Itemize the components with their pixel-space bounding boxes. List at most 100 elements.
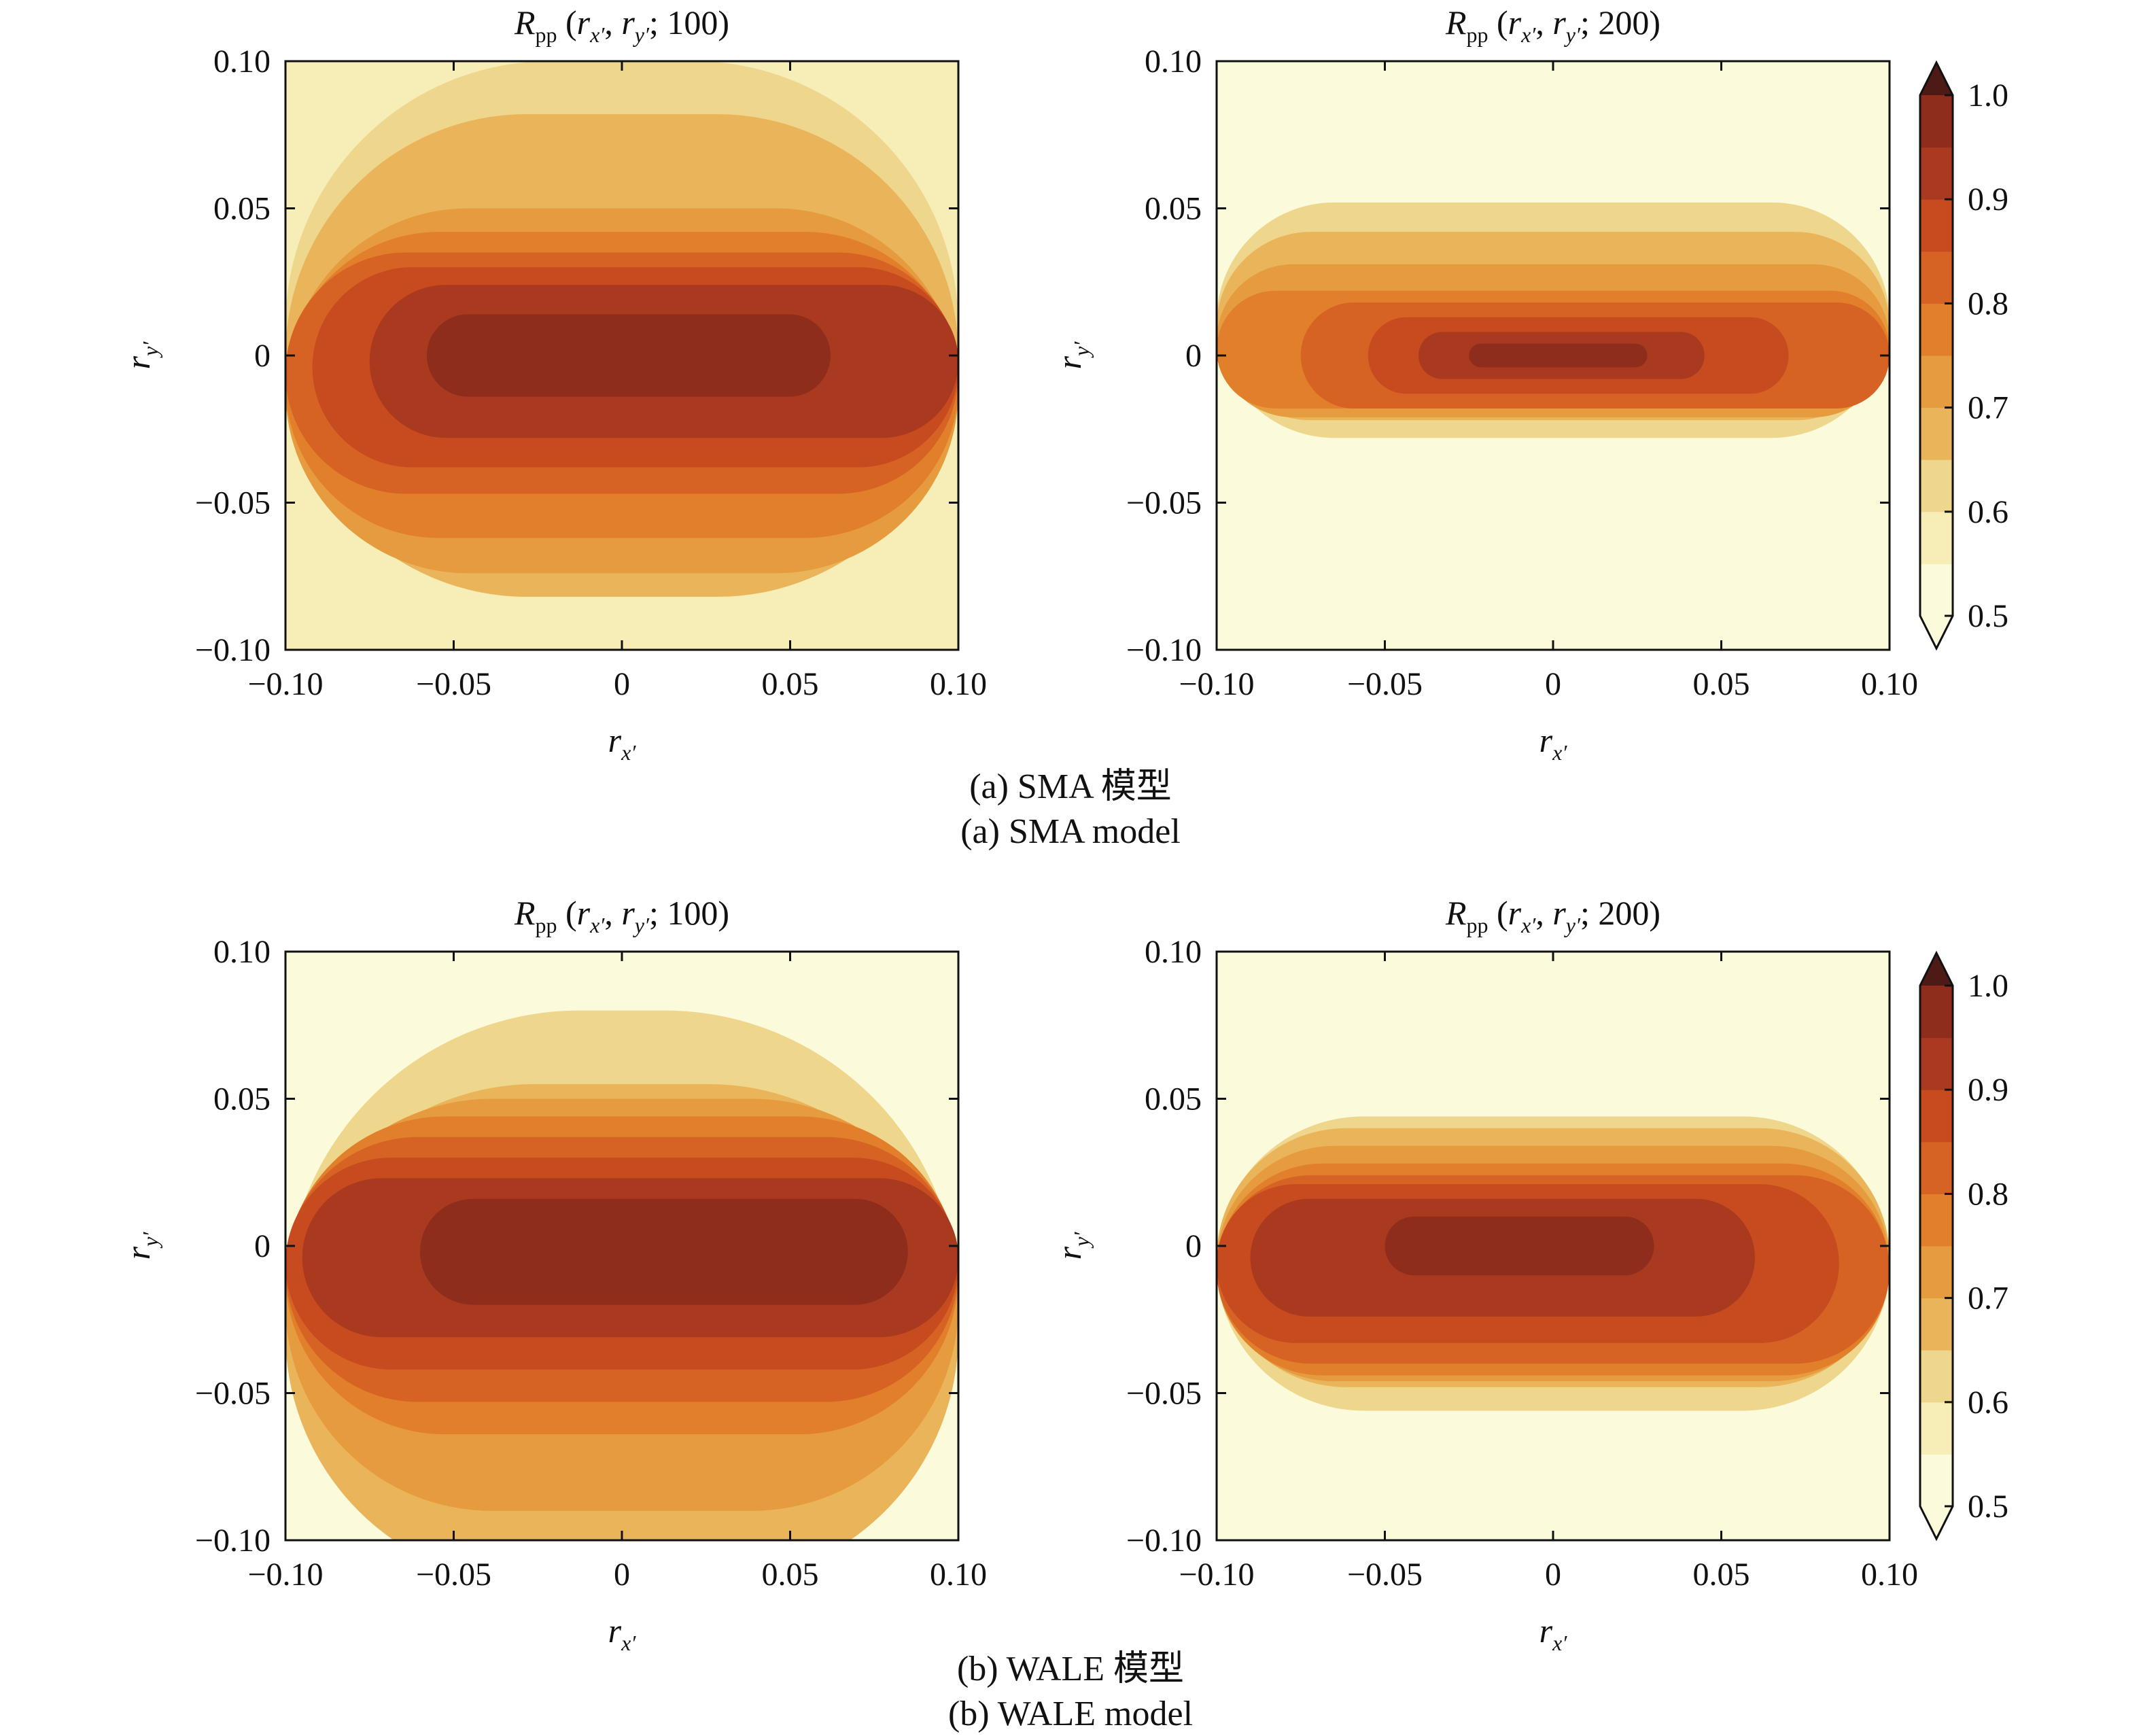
colorbar-segment (1920, 199, 1953, 252)
colorbar-extend-min (1920, 616, 1953, 648)
colorbar-tick-label: 0.5 (1968, 1489, 2008, 1525)
y-tick-label: 0 (1185, 1228, 1202, 1264)
caption-a-chinese: (a) SMA 模型 (969, 767, 1172, 806)
panel-wale-100: −0.10 −0.05 0 0.05 0.10 −0.10 −0.05 0 0.05 0.10 Rp… (119, 894, 987, 1655)
chart-title: Rpp (rx′, ry′; 100) (514, 894, 729, 937)
colorbar-tick-label: 0.9 (1968, 1072, 2008, 1108)
y-tick-label: 0.05 (1145, 191, 1202, 227)
contour-field (1217, 61, 1890, 650)
y-tick-label: 0.10 (213, 934, 271, 970)
x-axis-label: rx′ (608, 721, 637, 765)
colorbar-a: 0.5 0.6 0.7 0.8 0.9 1.0 (1919, 60, 2008, 651)
colorbar-extend-min (1920, 1506, 1953, 1539)
chart-title: Rpp (rx′, ry′; 200) (1445, 3, 1660, 47)
contour-band-0_95 (1469, 343, 1648, 368)
y-tick-label: 0 (1185, 338, 1202, 374)
colorbar-segment (1920, 986, 1953, 1039)
y-tick-label: 0 (254, 338, 271, 374)
colorbar-segment (1920, 1454, 1953, 1507)
x-tick-label: −0.10 (1179, 1557, 1254, 1593)
caption-b-chinese: (b) WALE 模型 (956, 1650, 1185, 1688)
y-axis-label: ry′ (1050, 1232, 1094, 1260)
x-tick-label: 0.10 (1861, 1557, 1918, 1593)
colorbar-extend-max (1920, 63, 1953, 95)
caption-b-english: (b) WALE model (947, 1695, 1194, 1733)
colorbar-segment (1920, 355, 1953, 409)
x-tick-label: −0.10 (247, 666, 323, 702)
colorbar-tick-label: 0.9 (1968, 181, 2008, 218)
chart-title: Rpp (rx′, ry′; 200) (1445, 894, 1660, 937)
contour-band-0_95 (426, 314, 831, 397)
colorbar-segment (1920, 1402, 1953, 1455)
x-tick-label: −0.05 (1347, 1557, 1423, 1593)
colorbar-tick-label: 1.0 (1968, 968, 2008, 1004)
x-tick-label: 0.10 (1861, 666, 1918, 702)
x-tick-label: −0.05 (1347, 666, 1423, 702)
y-tick-label: −0.05 (1126, 1376, 1202, 1412)
contour-band-0_95 (420, 1198, 908, 1305)
colorbar-tick-label: 0.8 (1968, 1176, 2008, 1212)
x-tick-label: 0 (1545, 666, 1561, 702)
x-tick-label: 0 (614, 1557, 630, 1593)
y-tick-label: −0.05 (195, 485, 271, 521)
contour-field (285, 61, 958, 650)
y-tick-label: 0.05 (213, 1081, 271, 1117)
x-tick-label: 0.05 (762, 1557, 819, 1593)
panel-wale-200: −0.10 −0.05 0 0.05 0.10 −0.10 −0.05 0 0.05 0.10 Rp… (1050, 894, 1918, 1655)
colorbar-segment (1920, 511, 1953, 564)
x-tick-label: 0.05 (1693, 1557, 1750, 1593)
colorbar-segment (1920, 1246, 1953, 1299)
colorbar-tick-label: 0.6 (1968, 494, 2008, 530)
y-tick-label: −0.10 (195, 1523, 271, 1559)
colorbar-tick-label: 0.6 (1968, 1385, 2008, 1421)
colorbar-segment (1920, 1141, 1953, 1194)
chart-title: Rpp (rx′, ry′; 100) (514, 3, 729, 47)
colorbar-segment (1920, 1090, 1953, 1143)
colorbar-tick-label: 0.7 (1968, 390, 2008, 426)
colorbar-segment (1920, 459, 1953, 513)
contour-field (1217, 952, 1890, 1540)
x-tick-label: −0.05 (416, 666, 491, 702)
colorbar-segment (1920, 95, 1953, 148)
contour-field (285, 952, 958, 1540)
x-axis-label: rx′ (608, 1612, 637, 1655)
colorbar-segment (1920, 303, 1953, 356)
y-tick-label: −0.05 (1126, 485, 1202, 521)
x-tick-label: 0 (614, 666, 630, 702)
colorbar-tick-label: 0.5 (1968, 598, 2008, 634)
x-tick-label: 0.05 (1693, 666, 1750, 702)
colorbar-segment (1920, 1037, 1953, 1090)
x-tick-label: −0.10 (1179, 666, 1254, 702)
x-axis-label: rx′ (1539, 721, 1568, 765)
colorbar-tick-label: 1.0 (1968, 77, 2008, 114)
colorbar-tick-label: 0.7 (1968, 1281, 2008, 1317)
y-tick-label: 0.05 (1145, 1081, 1202, 1117)
y-tick-label: −0.10 (1126, 632, 1202, 668)
panel-sma-200: −0.10 −0.05 0 0.05 0.10 −0.10 −0.05 0 0.05 0.10 Rp… (1050, 3, 1918, 765)
y-tick-label: 0.10 (1145, 934, 1202, 970)
y-axis-label: ry′ (119, 341, 162, 370)
colorbar-segment (1920, 1194, 1953, 1247)
colorbar-segment (1920, 251, 1953, 304)
y-axis-label: ry′ (1050, 341, 1094, 370)
y-axis-label: ry′ (119, 1232, 162, 1260)
y-tick-label: 0.10 (213, 44, 271, 80)
y-tick-label: 0.10 (1145, 44, 1202, 80)
colorbar-segment (1920, 563, 1953, 617)
colorbar-b: 0.5 0.6 0.7 0.8 0.9 1.0 (1919, 950, 2008, 1542)
colorbar-segment (1920, 407, 1953, 460)
y-tick-label: −0.10 (1126, 1523, 1202, 1559)
colorbar-segment (1920, 1298, 1953, 1351)
x-tick-label: −0.05 (416, 1557, 491, 1593)
caption-a-english: (a) SMA model (960, 812, 1181, 851)
contour-band-0_95 (1385, 1216, 1654, 1276)
panel-sma-100: −0.10 −0.05 0 0.05 0.10 −0.10 −0.05 0 0.05 0.10 Rp… (119, 3, 987, 765)
colorbar-extend-max (1920, 953, 1953, 986)
x-tick-label: −0.10 (247, 1557, 323, 1593)
x-axis-label: rx′ (1539, 1612, 1568, 1655)
colorbar-segment (1920, 147, 1953, 200)
y-tick-label: −0.10 (195, 632, 271, 668)
colorbar-segment (1920, 1350, 1953, 1403)
y-tick-label: −0.05 (195, 1376, 271, 1412)
